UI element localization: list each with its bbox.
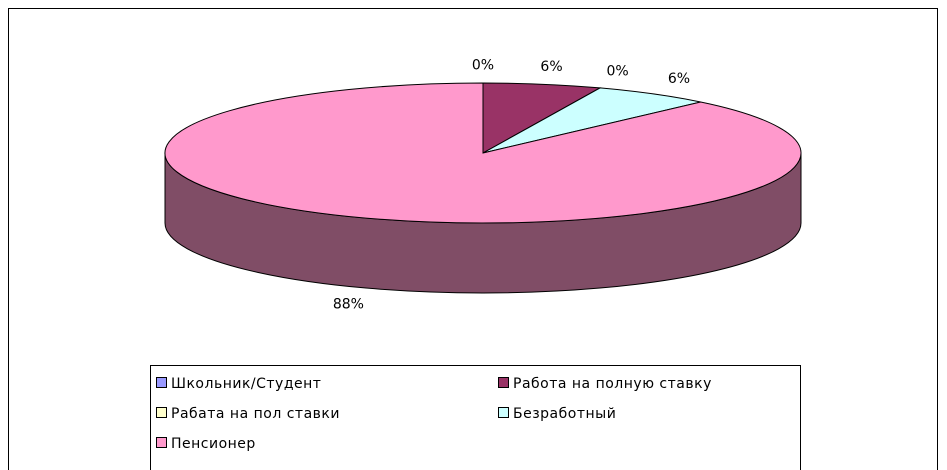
legend: Школьник/Студент Работа на полную ставку Р… bbox=[156, 376, 712, 452]
legend-swatch bbox=[156, 407, 167, 418]
slice bbox=[482, 82, 602, 154]
data-label: 6% bbox=[540, 59, 562, 75]
legend-swatch bbox=[156, 437, 167, 448]
data-label: 6% bbox=[668, 71, 690, 87]
legend-label: Школьник/Студент bbox=[171, 376, 321, 392]
slice bbox=[482, 87, 701, 154]
slice bbox=[164, 82, 802, 224]
legend-swatch bbox=[498, 377, 509, 388]
pie: 0% 6% 0% 6% 88% bbox=[164, 58, 802, 312]
data-label: 0% bbox=[472, 58, 494, 74]
legend-label: Рабата на пол ставки bbox=[171, 406, 340, 422]
legend-label: Работа на полную ставку bbox=[513, 376, 712, 392]
legend-swatch bbox=[156, 377, 167, 388]
legend-label: Безработный bbox=[513, 406, 616, 422]
legend-swatch bbox=[498, 407, 509, 418]
legend-box bbox=[150, 365, 801, 470]
data-label: 88% bbox=[333, 296, 364, 312]
data-label: 0% bbox=[607, 64, 629, 80]
legend-label: Пенсионер bbox=[171, 436, 256, 452]
